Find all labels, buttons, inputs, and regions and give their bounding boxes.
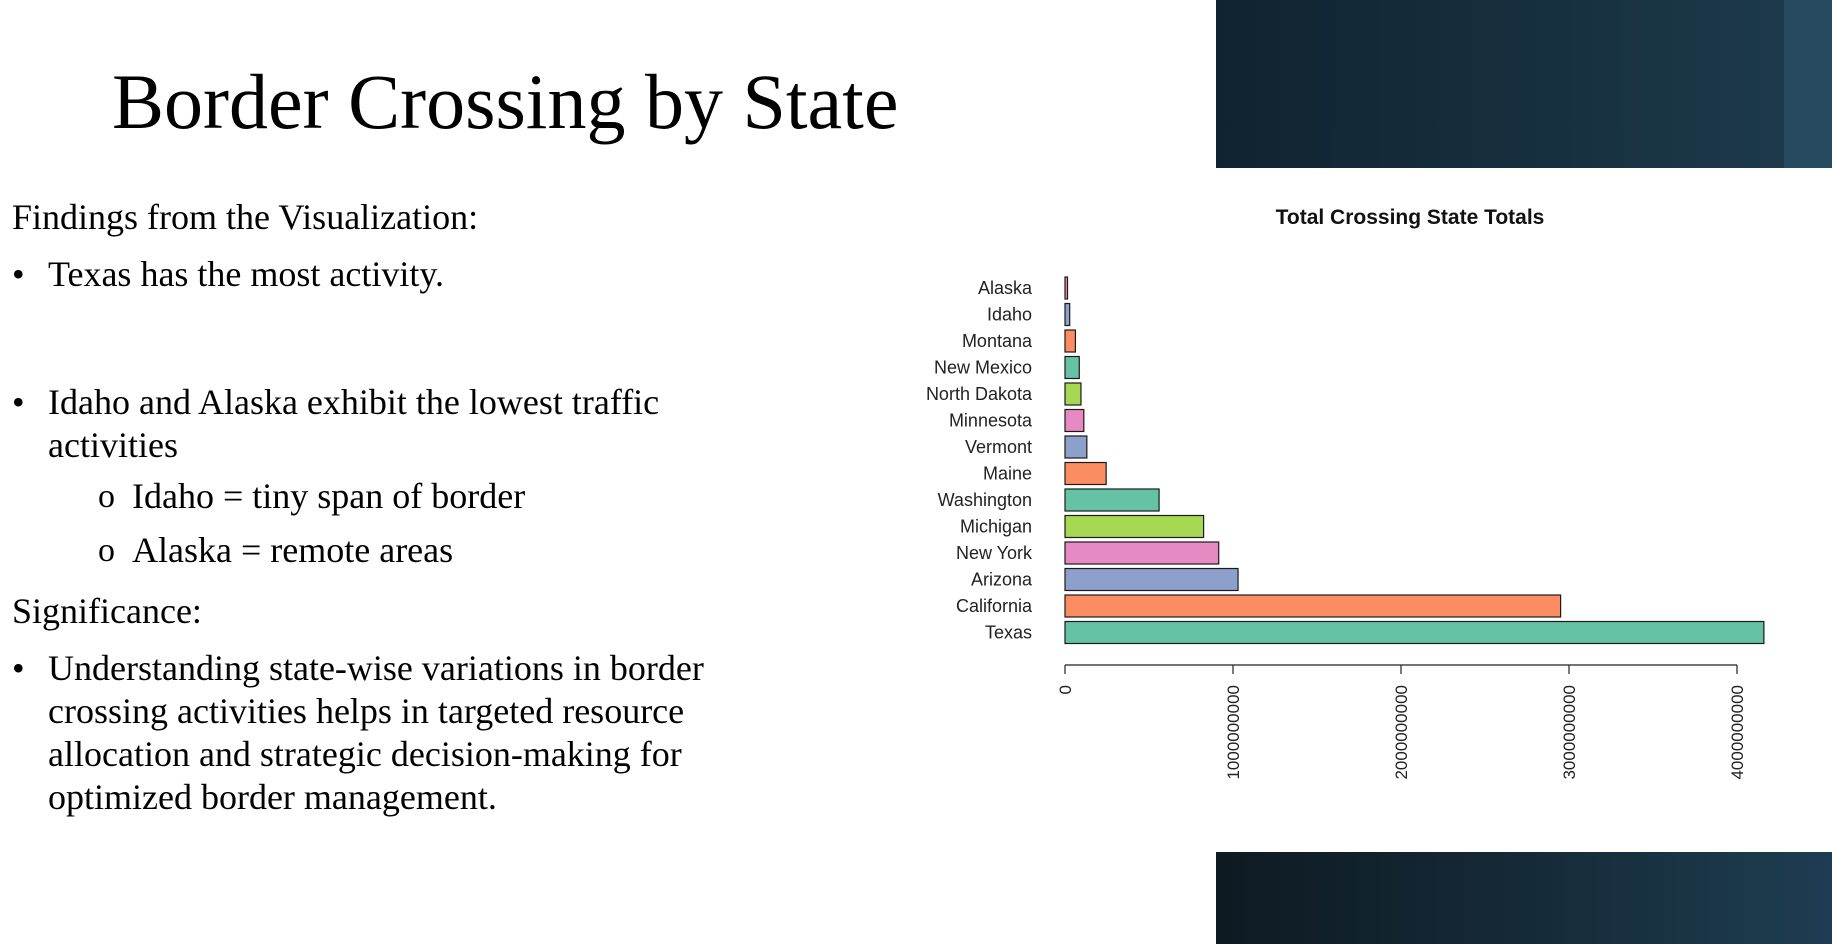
findings-list: • Texas has the most activity. • Idaho a… xyxy=(12,253,792,572)
significance-heading: Significance: xyxy=(12,591,202,631)
finding-sublist: o Idaho = tiny span of border o Alaska =… xyxy=(48,475,792,572)
sub-item: o Idaho = tiny span of border xyxy=(98,475,792,518)
category-label: Arizona xyxy=(971,570,1033,590)
chart-title: Total Crossing State Totals xyxy=(1276,206,1545,229)
x-tick-label: 2000000000 xyxy=(1392,685,1411,780)
bullet-icon: • xyxy=(12,254,25,294)
finding-item: • Texas has the most activity. xyxy=(12,253,792,296)
sub-item-text: Alaska = remote areas xyxy=(132,530,454,570)
sub-item: o Alaska = remote areas xyxy=(98,529,792,572)
bar xyxy=(1064,488,1160,512)
decorative-strip xyxy=(1784,0,1832,168)
category-label: New York xyxy=(956,543,1033,563)
bullet-icon: • xyxy=(12,648,25,688)
category-label: Minnesota xyxy=(949,411,1033,431)
bullet-icon: • xyxy=(12,382,25,422)
category-label: Alaska xyxy=(978,278,1033,298)
bar xyxy=(1064,514,1205,539)
category-label: Maine xyxy=(983,464,1032,484)
x-tick-label: 4000000000 xyxy=(1728,685,1747,780)
decorative-panel-top xyxy=(1216,0,1832,168)
bar-chart-svg: Total Crossing State Totals Alaska Idaho Mo… xyxy=(926,206,1765,780)
findings-heading: Findings from the Visualization: xyxy=(12,197,479,237)
bar xyxy=(1064,276,1069,300)
bar xyxy=(1064,567,1239,592)
bar xyxy=(1064,594,1562,618)
category-label: Montana xyxy=(962,331,1033,351)
significance-text: Understanding state-wise variations in b… xyxy=(48,648,704,817)
bar xyxy=(1064,541,1220,565)
category-label: North Dakota xyxy=(926,384,1033,404)
bar xyxy=(1064,435,1088,459)
sub-bullet-icon: o xyxy=(98,532,115,569)
x-tick-label: 0 xyxy=(1056,685,1075,694)
sub-bullet-icon: o xyxy=(98,478,115,515)
category-label: Idaho xyxy=(987,305,1032,325)
decorative-panel-bottom xyxy=(1216,852,1832,944)
finding-text: Texas has the most activity. xyxy=(48,254,445,294)
bar xyxy=(1064,329,1077,353)
slide-body: Findings from the Visualization: • Texas… xyxy=(12,196,792,819)
significance-list: • Understanding state-wise variations in… xyxy=(12,647,792,819)
bar xyxy=(1064,461,1107,486)
bar xyxy=(1064,355,1080,380)
x-tick-label: 1000000000 xyxy=(1224,685,1243,780)
bar-chart: Total Crossing State Totals Alaska Idaho Mo… xyxy=(900,195,1800,835)
category-label: New Mexico xyxy=(934,358,1032,378)
bar xyxy=(1064,620,1765,645)
category-label: Michigan xyxy=(960,517,1032,537)
category-label: Vermont xyxy=(965,437,1032,457)
x-tick-label: 3000000000 xyxy=(1560,685,1579,780)
significance-item: • Understanding state-wise variations in… xyxy=(12,647,792,819)
finding-text: Idaho and Alaska exhibit the lowest traf… xyxy=(48,382,660,465)
bar xyxy=(1064,408,1085,433)
slide-title: Border Crossing by State xyxy=(112,58,899,145)
finding-item: • Idaho and Alaska exhibit the lowest tr… xyxy=(12,381,792,572)
bar xyxy=(1064,382,1082,406)
category-label: Washington xyxy=(938,490,1032,510)
category-label: Texas xyxy=(985,623,1032,643)
sub-item-text: Idaho = tiny span of border xyxy=(132,476,526,516)
category-label: California xyxy=(956,596,1033,616)
bar xyxy=(1064,302,1071,327)
